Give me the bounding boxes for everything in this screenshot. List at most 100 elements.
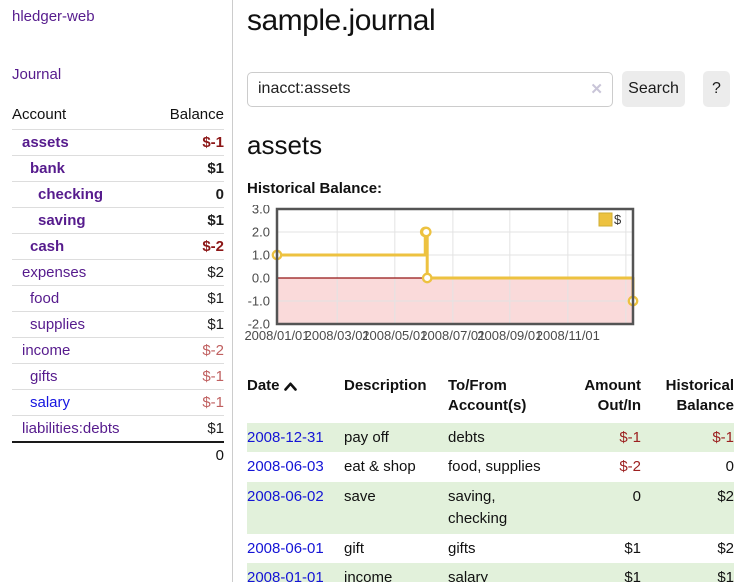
svg-text:-1.0: -1.0: [248, 294, 270, 309]
sidebar: hledger-web Journal Account Balance asse…: [0, 0, 233, 582]
account-link[interactable]: assets: [22, 134, 69, 151]
register-header-row: Date Description To/From Account(s) Amou…: [247, 374, 734, 423]
transaction-amount: $1: [624, 539, 641, 557]
account-link[interactable]: bank: [30, 160, 66, 177]
svg-text:3.0: 3.0: [252, 205, 270, 217]
sort-asc-icon: [283, 377, 297, 397]
transaction-description: pay off: [344, 422, 448, 453]
account-balance: $-2: [152, 233, 224, 260]
svg-text:2008/11/01: 2008/11/01: [536, 328, 600, 343]
transaction-balance: $-1: [641, 422, 734, 453]
svg-text:2008/05/01: 2008/05/01: [362, 328, 427, 343]
account-balance: $1: [152, 415, 224, 442]
transaction-amount: $-1: [565, 422, 641, 453]
account-link[interactable]: gifts: [30, 368, 58, 385]
account-row: salary $-1: [12, 389, 224, 416]
register-col-balance: Historical Balance: [665, 377, 734, 415]
search-form: ✕ Search ?: [247, 71, 734, 107]
account-link[interactable]: supplies: [30, 316, 86, 333]
page-title: sample.journal: [247, 4, 436, 37]
account-link[interactable]: cash: [30, 238, 65, 255]
account-link[interactable]: income: [22, 342, 71, 359]
svg-text:-2.0: -2.0: [248, 317, 270, 332]
account-link[interactable]: salary: [30, 394, 71, 411]
register-col-date[interactable]: Date: [247, 374, 344, 423]
transaction-date-link[interactable]: 2008-06-02: [247, 488, 324, 505]
accounts-total-value: 0: [152, 441, 224, 468]
accounts-total-spacer: [12, 441, 153, 468]
transaction-description: gift: [344, 539, 365, 557]
account-balance: $2: [152, 259, 224, 286]
accounts-total-row: 0: [12, 441, 224, 468]
svg-text:2008/01/01: 2008/01/01: [244, 328, 309, 343]
account-balance: $-2: [152, 337, 224, 364]
transaction-date-link[interactable]: 2008-06-03: [247, 458, 324, 476]
account-title: assets: [247, 130, 323, 160]
brand-link[interactable]: hledger-web: [12, 8, 95, 25]
account-link[interactable]: saving: [38, 212, 86, 229]
account-link[interactable]: liabilities:debts: [22, 420, 120, 437]
register-row: 2008-06-03 eat & shop food, supplies $-2 0: [247, 452, 734, 482]
transaction-balance: $1: [641, 563, 734, 582]
transaction-accounts: saving, checking: [448, 482, 565, 534]
svg-text:$: $: [614, 212, 622, 227]
account-row: checking 0: [12, 181, 224, 208]
brand: hledger-web: [12, 8, 224, 26]
account-row: liabilities:debts $1: [12, 415, 224, 442]
account-link[interactable]: food: [30, 290, 60, 307]
transaction-balance: $2: [717, 539, 734, 557]
account-row: saving $1: [12, 207, 224, 234]
transaction-description: save: [344, 482, 448, 534]
transaction-description: eat & shop: [344, 458, 416, 476]
help-button[interactable]: ?: [703, 71, 730, 107]
account-balance: $1: [152, 311, 224, 338]
account-balance: $-1: [152, 129, 224, 156]
accounts-col-balance: Balance: [169, 106, 224, 123]
sidebar-item-journal[interactable]: Journal: [12, 66, 62, 83]
search-button[interactable]: Search: [622, 71, 685, 107]
register-row: 2008-06-01 gift gifts $1 $2: [247, 534, 734, 564]
transaction-accounts: debts: [448, 422, 565, 453]
transaction-date-link[interactable]: 2008-01-01: [247, 569, 324, 582]
account-row: bank $1: [12, 155, 224, 182]
register-row: 2008-06-02 save saving, checking 0 $2: [247, 482, 734, 534]
search-input[interactable]: [247, 71, 613, 107]
svg-text:0.0: 0.0: [252, 271, 270, 286]
transaction-amount: $-2: [619, 458, 641, 476]
svg-text:1.0: 1.0: [252, 248, 270, 263]
search-box: ✕: [247, 71, 613, 107]
account-link[interactable]: checking: [38, 186, 104, 203]
account-balance: $1: [152, 155, 224, 182]
account-balance: $-1: [152, 363, 224, 390]
register-table: Date Description To/From Account(s) Amou…: [247, 374, 734, 582]
account-row: cash $-2: [12, 233, 224, 260]
transaction-date-link[interactable]: 2008-12-31: [247, 428, 324, 446]
register-col-description: Description: [344, 377, 427, 394]
chart-wrap: $3.0 2.0 1.0 0.0 -1.0 -2.0 2008/01/01 2008/03/0…: [239, 202, 734, 352]
register-col-accounts: To/From Account(s): [448, 377, 527, 415]
chart-heading: Historical Balance:: [247, 180, 383, 197]
account-balance: $1: [152, 207, 224, 234]
transaction-accounts: salary: [448, 563, 565, 582]
svg-text:2008/07/01: 2008/07/01: [420, 328, 485, 343]
account-link[interactable]: expenses: [22, 264, 87, 281]
account-row: gifts $-1: [12, 363, 224, 390]
transaction-balance: $2: [641, 482, 734, 534]
clear-search-icon[interactable]: ✕: [590, 80, 603, 98]
balance-chart[interactable]: $3.0 2.0 1.0 0.0 -1.0 -2.02008/01/012008/03/0…: [239, 202, 659, 347]
account-row: supplies $1: [12, 311, 224, 338]
register-col-amount: Amount Out/In: [584, 377, 641, 415]
account-row: income $-2: [12, 337, 224, 364]
transaction-date-link[interactable]: 2008-06-01: [247, 539, 324, 557]
account-balance: 0: [152, 181, 224, 208]
transaction-amount: $1: [565, 563, 641, 582]
accounts-col-account: Account: [12, 106, 67, 123]
accounts-table: Account Balance assets $-1 bank $1 checking 0…: [12, 102, 224, 468]
account-balance: $1: [152, 285, 224, 312]
sidebar-nav: Journal: [12, 66, 224, 84]
main-content: sample.journal ✕ Search ? assets Histori…: [233, 0, 742, 582]
transaction-accounts: food, supplies: [448, 458, 541, 476]
register-row: 2008-01-01 income salary $1 $1: [247, 563, 734, 582]
transaction-amount: 0: [565, 482, 641, 534]
